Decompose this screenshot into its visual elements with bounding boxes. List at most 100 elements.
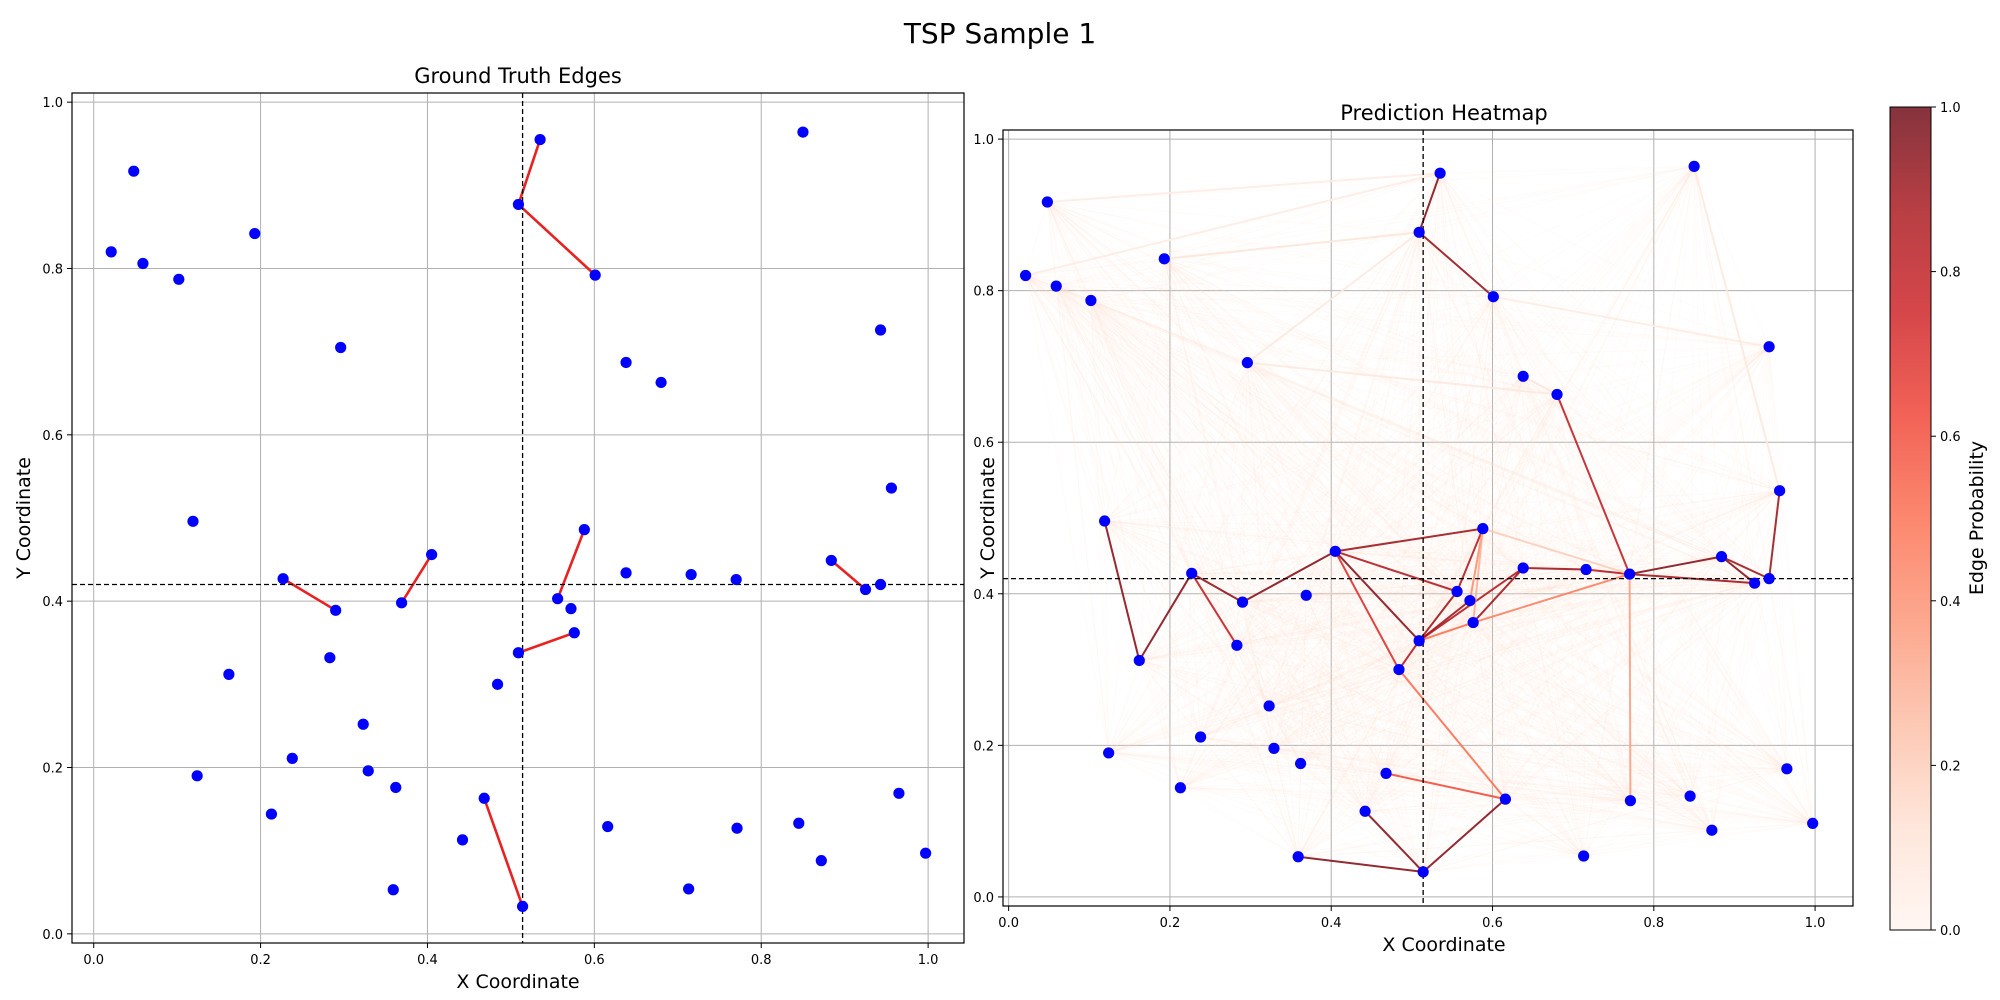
faint-edge: [1139, 640, 1420, 661]
city-node: [534, 133, 546, 146]
faint-edge: [1456, 591, 1691, 797]
faint-edge: [1191, 572, 1506, 800]
faint-edge: [1418, 232, 1484, 529]
faint-edge: [1297, 490, 1780, 858]
faint-edge: [1090, 300, 1366, 812]
predicted-edge: [1629, 555, 1722, 576]
faint-edge: [1297, 600, 1471, 858]
faint-edge: [1365, 810, 1813, 824]
faint-edge: [1418, 232, 1814, 824]
faint-edge: [1104, 165, 1695, 522]
faint-edge: [1300, 528, 1484, 764]
faint-edge: [1364, 622, 1474, 812]
faint-edge: [1418, 232, 1524, 569]
colorbar-tick-label: 0.0: [1940, 924, 1961, 939]
city-node: [173, 273, 185, 285]
city-node: [1763, 341, 1775, 353]
faint-edge: [1504, 166, 1695, 800]
faint-edge: [1055, 285, 1458, 592]
faint-edge: [1297, 591, 1458, 857]
faint-edge: [1300, 556, 1722, 764]
faint-edge: [1439, 172, 1770, 348]
faint-edge: [1473, 578, 1770, 624]
faint-edge: [1689, 795, 1713, 831]
faint-edge: [1047, 165, 1695, 203]
faint-edge: [1556, 346, 1770, 395]
city-node: [874, 578, 887, 591]
faint-edge: [1180, 600, 1471, 789]
faint-edge: [1711, 822, 1813, 831]
faint-edge: [1090, 300, 1202, 738]
faint-edge: [1423, 822, 1813, 873]
faint-edge: [1246, 362, 1631, 801]
faint-edge: [1298, 798, 1506, 858]
city-node: [602, 820, 614, 833]
faint-edge: [1364, 173, 1441, 812]
city-node: [1517, 370, 1529, 382]
city-node: [330, 604, 342, 616]
faint-edge: [1305, 232, 1420, 596]
faint-edge: [1711, 490, 1781, 831]
faint-edge: [1242, 594, 1307, 603]
faint-edge: [1200, 591, 1458, 738]
faint-edge: [1456, 490, 1780, 592]
faint-edge: [1398, 669, 1585, 857]
faint-edge: [1200, 232, 1420, 738]
predicted-edge: [1721, 555, 1770, 580]
faint-edge: [1492, 296, 1788, 770]
faint-edge: [1585, 569, 1788, 770]
faint-edge: [1056, 285, 1770, 580]
faint-edge: [1300, 173, 1441, 764]
faint-edge: [1104, 520, 1755, 584]
faint-edge: [1104, 520, 1474, 624]
faint-edge: [1492, 296, 1770, 579]
faint-edge: [1191, 296, 1494, 574]
city-node: [793, 817, 805, 829]
faint-edge: [1108, 660, 1140, 754]
faint-edge: [1268, 705, 1302, 764]
faint-edge: [1268, 669, 1400, 707]
faint-edge: [1306, 528, 1484, 596]
faint-edge: [1055, 285, 1484, 530]
faint-edge: [1236, 644, 1813, 824]
faint-edge: [1104, 490, 1780, 522]
faint-edge: [1090, 300, 1585, 857]
tour-edge: [482, 797, 524, 907]
city-node: [1499, 793, 1512, 805]
right-nodes: [1019, 160, 1819, 878]
faint-edge: [1419, 582, 1755, 642]
faint-edge: [1335, 550, 1524, 569]
faint-edge: [1364, 296, 1494, 812]
faint-edge: [1629, 578, 1770, 801]
faint-edge: [1242, 362, 1248, 603]
faint-edge: [1104, 520, 1307, 596]
y-tick-label: 0.2: [42, 762, 63, 777]
faint-edge: [1689, 578, 1770, 797]
faint-edge: [1305, 594, 1506, 800]
x-tick-label: 0.4: [417, 953, 438, 968]
faint-edge: [1138, 296, 1494, 661]
faint-edge: [1364, 578, 1770, 812]
predicted-edge: [1385, 772, 1506, 801]
faint-edge: [1268, 551, 1336, 707]
x-tick-label: 0.0: [998, 916, 1019, 931]
faint-edge: [1456, 591, 1788, 770]
faint-edge: [1163, 258, 1366, 812]
faint-edge: [1385, 166, 1695, 774]
faint-edge: [1422, 622, 1474, 872]
x-tick-label: 0.6: [1482, 916, 1503, 931]
faint-edge: [1138, 232, 1420, 661]
faint-edge: [1246, 362, 1336, 552]
faint-edge: [1090, 258, 1165, 301]
faint-edge: [1365, 798, 1506, 812]
faint-edge: [1139, 644, 1237, 661]
faint-edge: [1242, 346, 1770, 603]
faint-edge: [1786, 768, 1814, 824]
predicted-edge: [1472, 528, 1484, 623]
faint-edge: [1689, 166, 1695, 797]
faint-edge: [1236, 582, 1755, 646]
faint-edge: [1364, 582, 1755, 812]
faint-edge: [1754, 346, 1770, 584]
city-node: [478, 792, 490, 804]
faint-edge: [1418, 231, 1558, 395]
